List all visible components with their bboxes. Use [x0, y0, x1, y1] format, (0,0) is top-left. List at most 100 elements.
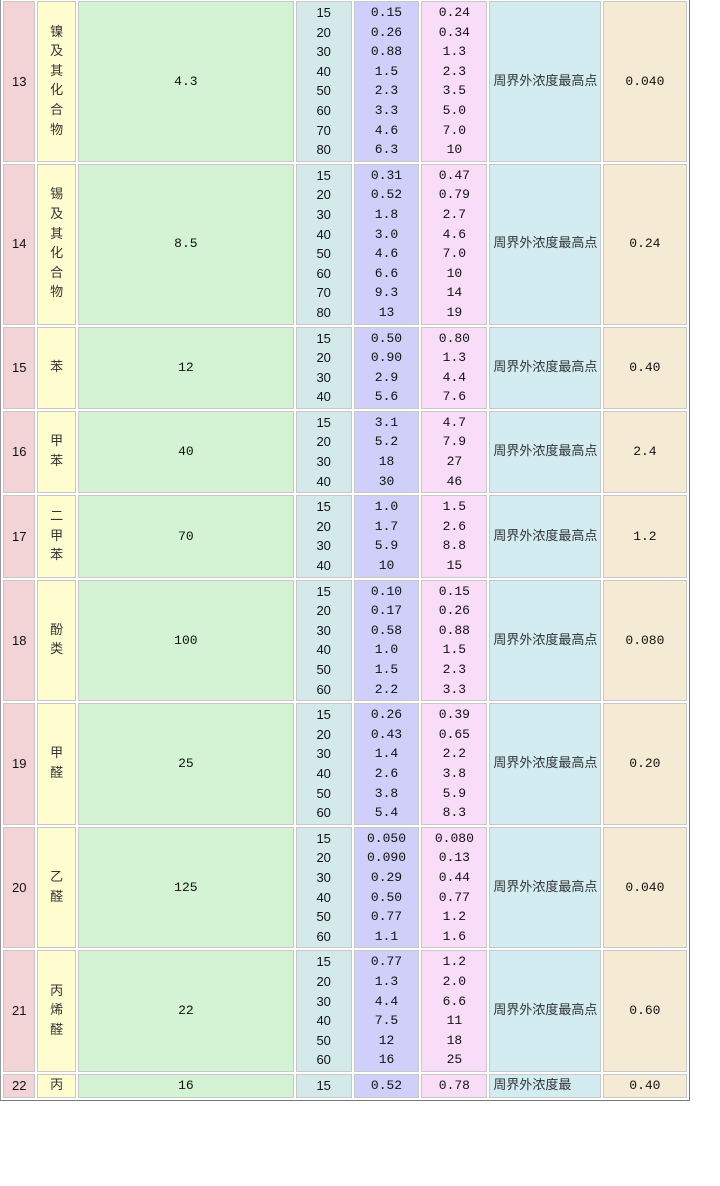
stack-height: 30	[316, 454, 331, 470]
stack-height-cell: 15 20 30 40 50 60	[295, 579, 352, 702]
row-number: 22	[3, 1073, 36, 1098]
emission-rate-level-2: 7.5	[374, 1013, 399, 1029]
emission-rate-level-2-cell: 0.26 0.43 1.4 2.6 3.8 5.4	[353, 703, 420, 825]
stack-height: 15	[316, 499, 331, 515]
emission-rate-level-3: 27	[446, 454, 463, 470]
stack-height: 60	[316, 681, 331, 697]
pollutant-name: 二甲苯	[50, 509, 64, 564]
pollutant-name: 镍及其化合物	[50, 24, 64, 138]
emission-rate-level-3: 7.6	[442, 389, 467, 405]
stack-height: 50	[316, 1032, 331, 1048]
stack-height-cell: 15 20 30 40 50 60	[295, 703, 352, 825]
emission-rate-level-2: 2.2	[374, 681, 399, 697]
row-number: 17	[3, 495, 36, 578]
emission-rate-level-2: 0.77	[370, 954, 403, 970]
stack-height: 40	[316, 765, 331, 781]
emission-rate-level-2: 16	[378, 1052, 395, 1068]
max-emission-concentration: 16	[77, 1073, 294, 1098]
row-number: 19	[3, 703, 36, 825]
stack-height: 30	[316, 369, 331, 385]
emission-rate-level-3: 2.3	[442, 662, 467, 677]
stack-height: 60	[316, 102, 331, 118]
emission-rate-level-3: 0.65	[438, 726, 470, 742]
emission-rate-level-3-cell: 1.2 2.0 6.6 11 18 25	[421, 950, 488, 1072]
stack-height: 20	[316, 850, 331, 866]
table-row: 14 锡及其化合物 8.5 15 20 30 40 50 60 70 80 0.31 0.52 1.8 3.…	[3, 163, 687, 325]
emission-rate-level-2: 1.3	[374, 973, 399, 989]
emission-standards-table: 13 镍及其化合物 4.3 15 20 30 40 50 60 70 80 0.15 0.26 0.88 1…	[0, 0, 690, 1101]
monitoring-location: 周界外浓度最高点	[489, 703, 601, 825]
emission-rate-level-3: 2.6	[442, 518, 467, 534]
emission-rate-level-3: 0.79	[438, 187, 470, 203]
monitoring-location: 周界外浓度最高点	[489, 410, 601, 494]
unorganized-concentration-limit: 0.040	[602, 826, 687, 949]
stack-height: 60	[316, 928, 331, 944]
stack-height: 20	[316, 603, 331, 619]
stack-height: 15	[316, 583, 331, 599]
monitoring-location: 周界外浓度最高点	[489, 1, 601, 162]
unorganized-concentration-limit: 0.040	[602, 1, 687, 162]
emission-rate-level-2: 0.52	[370, 187, 403, 203]
monitoring-location: 周界外浓度最高点	[489, 326, 601, 409]
emission-rate-level-2-cell: 0.10 0.17 0.58 1.0 1.5 2.2	[353, 579, 420, 702]
stack-height: 20	[316, 434, 331, 450]
emission-rate-level-2: 13	[378, 304, 395, 320]
emission-rate-level-3: 1.5	[442, 499, 467, 515]
emission-rate-level-2: 1.5	[374, 63, 399, 79]
monitoring-location: 周界外浓度最	[489, 1073, 601, 1098]
max-emission-concentration: 25	[77, 703, 294, 825]
emission-rate-level-2: 1.5	[374, 662, 399, 677]
emission-rate-level-3: 10	[446, 265, 463, 281]
stack-height-cell: 15 20 30 40	[295, 495, 352, 578]
emission-rate-level-3: 0.80	[438, 330, 470, 346]
emission-rate-level-3: 3.8	[442, 765, 467, 781]
table-row: 15 苯 12 15 20 30 40 0.50 0.90 2.9 5.6 0.80 1.3 4.4 7.6…	[3, 326, 687, 409]
pollutant-name: 苯	[50, 359, 64, 375]
emission-rate-level-2: 3.0	[374, 226, 399, 242]
pollutant-name-cell: 丙烯醛	[37, 950, 76, 1072]
stack-height-cell: 15	[295, 1073, 352, 1098]
emission-rate-level-3: 1.5	[442, 642, 467, 658]
stack-height: 20	[316, 350, 331, 366]
emission-rate-level-2: 5.2	[374, 434, 399, 450]
emission-rate-level-3: 8.3	[442, 805, 467, 821]
pollutant-name: 丙	[50, 1078, 64, 1094]
emission-rate-level-2: 0.77	[370, 909, 403, 925]
emission-rate-level-2: 1.7	[374, 518, 399, 534]
emission-rate-level-2: 10	[378, 558, 395, 574]
unorganized-concentration-limit: 0.40	[602, 326, 687, 409]
emission-rate-level-2: 4.4	[374, 993, 399, 1009]
emission-rate-level-3: 7.0	[442, 246, 467, 262]
emission-rate-level-2-cell: 0.31 0.52 1.8 3.0 4.6 6.6 9.3 13	[353, 163, 420, 325]
emission-rate-level-2: 2.3	[374, 83, 399, 99]
max-emission-concentration: 125	[77, 826, 294, 949]
emission-rate-level-3: 1.3	[442, 44, 467, 60]
stack-height: 80	[316, 142, 331, 158]
emission-rate-level-3: 25	[446, 1052, 463, 1068]
emission-rate-level-3: 0.34	[438, 24, 470, 40]
monitoring-location: 周界外浓度最高点	[489, 579, 601, 702]
emission-rate-level-2: 0.50	[370, 330, 403, 346]
stack-height: 30	[316, 206, 331, 222]
emission-rate-level-2: 2.6	[374, 765, 399, 781]
monitoring-location: 周界外浓度最高点	[489, 495, 601, 578]
emission-rate-level-3: 4.6	[442, 226, 467, 242]
stack-height: 15	[316, 167, 331, 183]
emission-rate-level-2: 0.17	[370, 603, 403, 619]
stack-height: 50	[316, 785, 331, 801]
emission-rate-level-3: 1.6	[442, 928, 467, 944]
row-number: 14	[3, 163, 36, 325]
emission-rate-level-3: 0.44	[438, 869, 470, 885]
emission-rate-level-3: 10	[446, 142, 463, 158]
stack-height: 30	[316, 746, 331, 762]
row-number: 21	[3, 950, 36, 1072]
stack-height: 80	[316, 304, 331, 320]
emission-rate-level-2: 12	[378, 1032, 395, 1048]
emission-rate-level-2: 0.52	[370, 1078, 403, 1094]
emission-rate-level-3: 0.26	[438, 603, 470, 619]
emission-rate-level-2: 0.090	[366, 850, 406, 866]
max-emission-concentration: 8.5	[77, 163, 294, 325]
table-row: 18 酚类 100 15 20 30 40 50 60 0.10 0.17 0.58 1.0 1.5 2.2…	[3, 579, 687, 702]
stack-height: 30	[316, 538, 331, 554]
emission-rate-level-3: 0.13	[438, 850, 470, 866]
